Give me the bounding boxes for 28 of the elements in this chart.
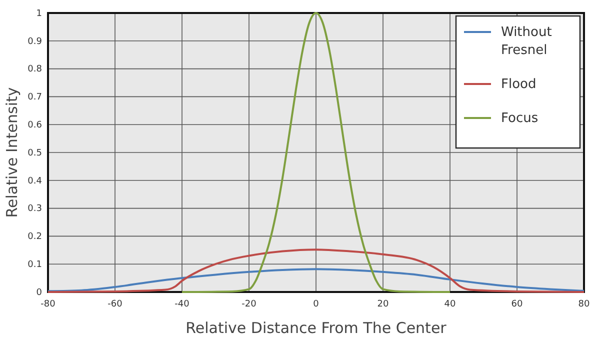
legend-label: Focus	[501, 111, 538, 126]
y-tick-label: 0.2	[28, 232, 42, 242]
y-tick-label: 0.9	[28, 36, 42, 47]
line-series	[181, 12, 451, 293]
x-tick-label: 20	[377, 299, 389, 310]
y-tick-label: 0.1	[28, 260, 42, 270]
x-tick-label: 80	[578, 299, 590, 310]
x-tick-label: -60	[108, 299, 123, 310]
x-axis-title: Relative Distance From The Center	[186, 319, 448, 337]
y-tick-label: 0.3	[28, 204, 42, 214]
y-tick-label: 0	[36, 288, 42, 298]
line-series	[47, 268, 585, 292]
y-tick-label: 0.6	[28, 120, 42, 130]
x-tick-label: -80	[40, 299, 56, 310]
x-tick-label: -20	[242, 299, 257, 310]
x-tick-label: -40	[174, 299, 190, 310]
y-tick-label: 0.8	[28, 64, 42, 75]
line-series	[47, 248, 585, 293]
legend-label: Without Fresnel	[501, 25, 552, 58]
y-tick-label: 0.4	[28, 176, 42, 186]
x-tick-label: 0	[313, 299, 320, 310]
y-axis-title: Relative Intensity	[3, 87, 21, 218]
y-tick-label: 0.5	[28, 148, 42, 158]
x-tick-label: 40	[444, 299, 456, 310]
legend-label: Flood	[501, 77, 536, 92]
y-tick-label: 0.7	[28, 92, 42, 103]
x-tick-label: 60	[511, 299, 523, 310]
y-tick-label: 1	[36, 8, 42, 19]
